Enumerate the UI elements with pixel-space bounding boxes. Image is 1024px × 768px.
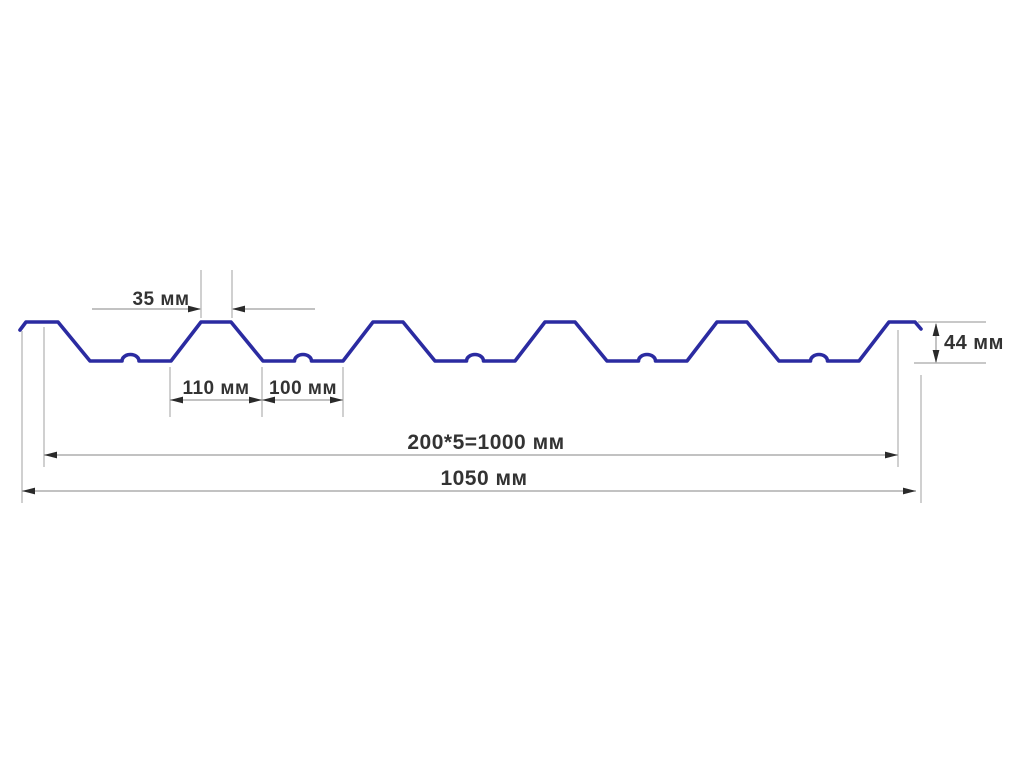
dim-44-arrow-down-icon bbox=[932, 350, 940, 363]
dim-1000-arrow-right-icon bbox=[885, 451, 898, 459]
dim-label-top-flange: 35 мм bbox=[132, 289, 189, 310]
dim-100-arrow-right-icon bbox=[330, 396, 343, 404]
dim-35-arrow-left-icon bbox=[188, 305, 201, 313]
dim-top-flange: 35 мм bbox=[92, 270, 315, 318]
dim-label-rib-bottom: 110 мм bbox=[182, 378, 249, 399]
dim-rib-bottom: 110 мм 100 мм bbox=[169, 367, 344, 417]
dim-label-height: 44 мм bbox=[944, 332, 1004, 354]
dim-35-arrow-right-icon bbox=[232, 305, 245, 313]
dim-100-arrow-left-icon bbox=[262, 396, 275, 404]
dim-working-width: 200*5=1000 мм bbox=[43, 327, 899, 467]
dim-label-overall-width: 1050 мм bbox=[440, 467, 527, 490]
dim-44-arrow-up-icon bbox=[932, 323, 940, 336]
dim-label-bottom-flat: 100 мм bbox=[269, 378, 337, 399]
dim-1000-arrow-left-icon bbox=[44, 451, 57, 459]
dim-1050-arrow-right-icon bbox=[903, 487, 916, 495]
dim-profile-height: 44 мм bbox=[914, 321, 1004, 364]
dim-1050-arrow-left-icon bbox=[22, 487, 35, 495]
dim-label-working-width: 200*5=1000 мм bbox=[407, 431, 564, 454]
dim-110-arrow-left-icon bbox=[170, 396, 183, 404]
dim-overall-width: 1050 мм bbox=[21, 331, 922, 503]
sheet-profile bbox=[18, 320, 923, 363]
sheet-profile-line bbox=[18, 320, 923, 363]
dim-110-arrow-right-icon bbox=[249, 396, 262, 404]
